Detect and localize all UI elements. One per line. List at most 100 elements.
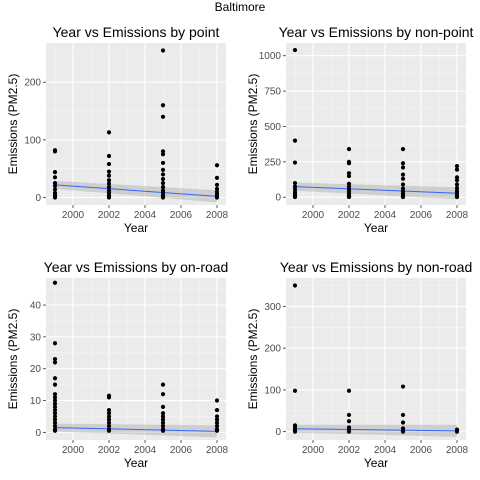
y-tick-label: 10 [30, 396, 42, 407]
data-point [160, 185, 166, 190]
x-tick-label: 2002 [338, 210, 361, 221]
x-tick-label: 2006 [170, 445, 193, 456]
trend-line [294, 186, 458, 194]
data-point [400, 420, 406, 425]
data-point [346, 194, 352, 200]
data-point [52, 423, 58, 429]
data-point [160, 114, 166, 119]
data-point [346, 147, 352, 152]
plot-background [286, 278, 466, 440]
data-point [106, 395, 112, 400]
data-point [214, 420, 220, 425]
y-tick-label: 100 [264, 385, 281, 396]
data-point [52, 417, 58, 422]
data-point [400, 172, 406, 177]
data-point [160, 160, 166, 166]
data-point [160, 417, 166, 422]
chart-title: Year vs Emissions by non-road [280, 259, 472, 275]
chart-title: Year vs Emissions by point [53, 24, 220, 40]
data-point [106, 411, 112, 416]
x-tick-label: 2008 [446, 210, 469, 221]
data-point [106, 173, 112, 178]
y-tick-label: 0 [275, 427, 281, 438]
data-point [454, 178, 460, 183]
x-axis-label: Year [124, 456, 148, 470]
y-axis-label: Emissions (PM2.5) [6, 74, 20, 175]
x-tick-label: 2000 [62, 210, 85, 221]
y-tick-label: 20 [30, 364, 42, 375]
x-tick-label: 2008 [206, 210, 229, 221]
data-point [52, 411, 58, 416]
data-point [454, 429, 460, 434]
data-point [52, 428, 58, 433]
y-tick-label: 0 [35, 193, 41, 204]
data-point [160, 172, 166, 177]
data-point [292, 283, 298, 288]
data-point [106, 414, 112, 419]
data-point [52, 170, 58, 175]
data-point [346, 173, 352, 179]
data-point [160, 428, 166, 433]
data-point [160, 152, 166, 157]
data-point [160, 167, 166, 172]
data-point [106, 130, 112, 135]
data-point [52, 341, 58, 346]
x-axis-label: Year [364, 456, 388, 470]
data-point [214, 407, 220, 413]
data-point [52, 407, 58, 413]
data-point [106, 420, 112, 425]
y-tick-label: 300 [264, 302, 281, 313]
chart-title: Year vs Emissions by non-point [279, 24, 474, 40]
data-point [292, 47, 298, 53]
trend-confidence-band [295, 182, 457, 200]
data-point [454, 163, 460, 169]
x-tick-label: 2002 [338, 445, 361, 456]
data-point [160, 180, 166, 186]
data-point [160, 411, 166, 416]
plot-background [46, 43, 226, 205]
x-tick-label: 2008 [206, 445, 229, 456]
x-axis-label: Year [124, 221, 148, 235]
x-tick-label: 2000 [62, 445, 85, 456]
data-point [160, 176, 166, 182]
data-point [52, 395, 58, 400]
data-point [292, 388, 298, 393]
y-tick-label: 30 [30, 332, 42, 343]
data-point [52, 376, 58, 381]
trend-confidence-band [295, 424, 457, 437]
y-tick-label: 0 [275, 193, 281, 204]
data-point [160, 420, 166, 425]
data-point [160, 404, 166, 409]
data-point [214, 398, 220, 403]
data-point [106, 178, 112, 183]
data-point [214, 186, 220, 191]
data-point [106, 417, 112, 422]
data-point [400, 147, 406, 152]
data-point [346, 388, 352, 393]
x-tick-label: 2004 [374, 445, 397, 456]
plot-background [286, 43, 466, 205]
data-point [106, 195, 112, 200]
data-point [160, 423, 166, 429]
data-point [106, 428, 112, 433]
data-point [52, 175, 58, 180]
data-point [160, 149, 166, 154]
data-point [160, 195, 166, 200]
x-tick-label: 2002 [98, 445, 121, 456]
data-point [214, 182, 220, 187]
y-tick-label: 200 [24, 78, 41, 89]
x-tick-label: 2006 [410, 445, 433, 456]
data-point [52, 180, 58, 186]
data-point [52, 404, 58, 409]
x-tick-label: 2002 [98, 210, 121, 221]
data-point [214, 428, 220, 433]
data-point [400, 194, 406, 200]
data-point [214, 163, 220, 168]
data-point [52, 195, 58, 200]
data-point [214, 417, 220, 422]
x-tick-label: 2000 [302, 445, 325, 456]
y-tick-label: 750 [264, 87, 281, 98]
y-axis-label: Emissions (PM2.5) [246, 309, 260, 410]
data-point [292, 429, 298, 434]
